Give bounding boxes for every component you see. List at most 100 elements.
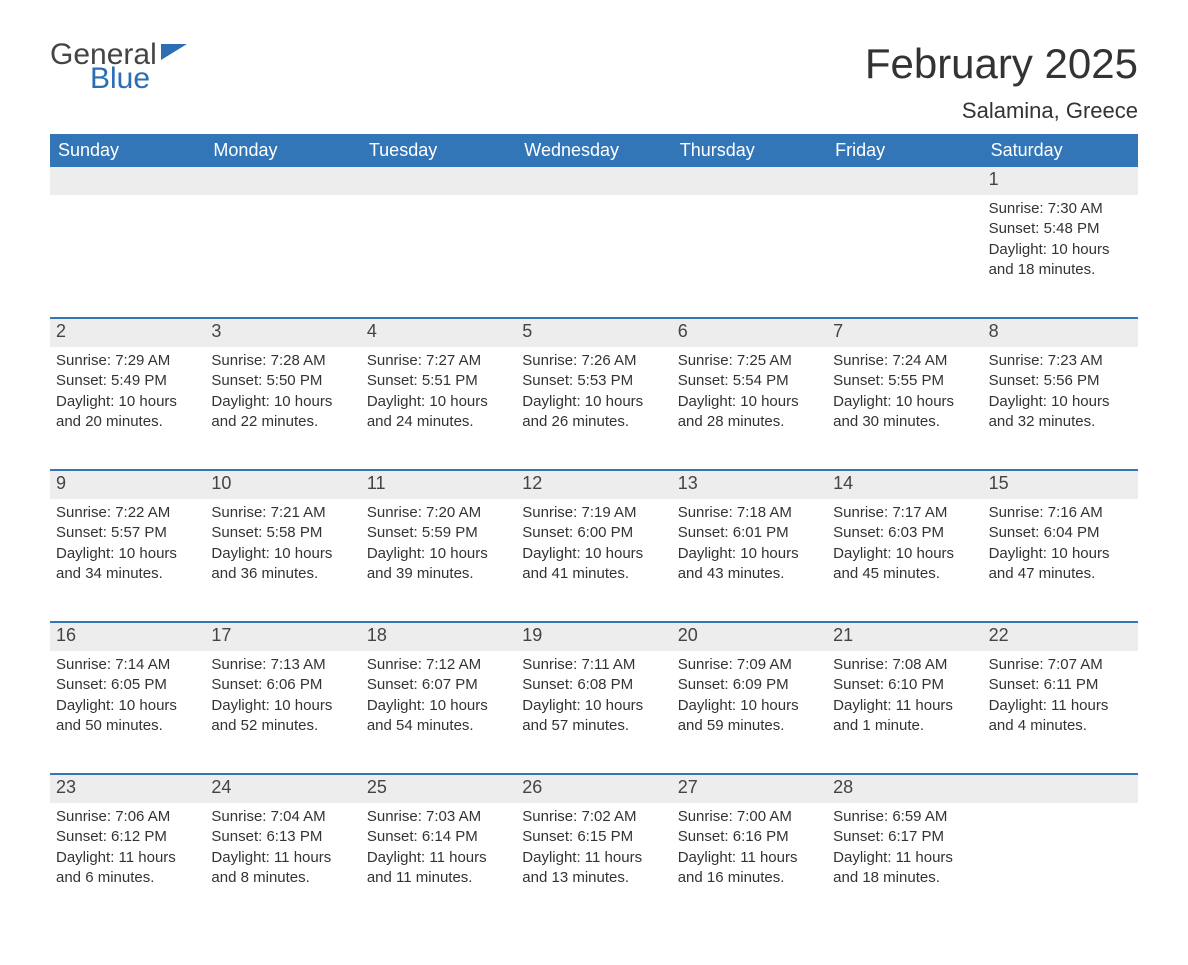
sunrise-text: Sunrise: 7:24 AM [833,351,976,371]
day-number-cell: 3 [205,317,360,347]
column-header: Thursday [672,134,827,167]
daylight2-text: and 22 minutes. [211,412,354,432]
day-body-cell: Sunrise: 7:02 AMSunset: 6:15 PMDaylight:… [516,803,671,925]
daylight2-text: and 52 minutes. [211,716,354,736]
sunrise-text: Sunrise: 7:03 AM [367,807,510,827]
sunset-text: Sunset: 6:07 PM [367,675,510,695]
day-number-cell: 1 [983,167,1138,195]
header: General Blue February 2025 Salamina, Gre… [50,40,1138,124]
day-number-cell [516,167,671,195]
daylight1-text: Daylight: 10 hours [989,544,1132,564]
day-body-cell: Sunrise: 7:08 AMSunset: 6:10 PMDaylight:… [827,651,982,773]
day-body-cell: Sunrise: 7:16 AMSunset: 6:04 PMDaylight:… [983,499,1138,621]
daylight2-text: and 24 minutes. [367,412,510,432]
sunset-text: Sunset: 5:58 PM [211,523,354,543]
column-header: Monday [205,134,360,167]
day-number-cell: 28 [827,773,982,803]
day-number-cell: 5 [516,317,671,347]
sunrise-text: Sunrise: 7:30 AM [989,199,1132,219]
day-number-cell [50,167,205,195]
day-number-cell: 17 [205,621,360,651]
sunrise-text: Sunrise: 7:23 AM [989,351,1132,371]
day-number-cell [672,167,827,195]
daylight1-text: Daylight: 10 hours [989,240,1132,260]
daylight1-text: Daylight: 10 hours [211,392,354,412]
sunrise-text: Sunrise: 7:21 AM [211,503,354,523]
daylight1-text: Daylight: 10 hours [211,696,354,716]
daylight2-text: and 39 minutes. [367,564,510,584]
day-body-cell: Sunrise: 7:30 AMSunset: 5:48 PMDaylight:… [983,195,1138,317]
day-body-cell: Sunrise: 7:28 AMSunset: 5:50 PMDaylight:… [205,347,360,469]
day-body-cell: Sunrise: 7:23 AMSunset: 5:56 PMDaylight:… [983,347,1138,469]
day-body-cell: Sunrise: 7:00 AMSunset: 6:16 PMDaylight:… [672,803,827,925]
day-body-cell: Sunrise: 7:21 AMSunset: 5:58 PMDaylight:… [205,499,360,621]
sunrise-text: Sunrise: 7:29 AM [56,351,199,371]
daylight2-text: and 50 minutes. [56,716,199,736]
sunset-text: Sunset: 6:05 PM [56,675,199,695]
daylight1-text: Daylight: 10 hours [56,544,199,564]
day-number-cell: 24 [205,773,360,803]
day-body-cell: Sunrise: 7:25 AMSunset: 5:54 PMDaylight:… [672,347,827,469]
sunset-text: Sunset: 6:06 PM [211,675,354,695]
daylight1-text: Daylight: 11 hours [56,848,199,868]
daylight2-text: and 47 minutes. [989,564,1132,584]
sunrise-text: Sunrise: 7:02 AM [522,807,665,827]
sunset-text: Sunset: 6:08 PM [522,675,665,695]
daylight1-text: Daylight: 10 hours [56,392,199,412]
day-number-cell: 2 [50,317,205,347]
day-number-cell: 11 [361,469,516,499]
day-body-cell: Sunrise: 7:26 AMSunset: 5:53 PMDaylight:… [516,347,671,469]
day-body-cell: Sunrise: 7:03 AMSunset: 6:14 PMDaylight:… [361,803,516,925]
day-body-cell: Sunrise: 7:29 AMSunset: 5:49 PMDaylight:… [50,347,205,469]
flag-icon [161,44,187,60]
title-block: February 2025 Salamina, Greece [865,40,1138,124]
day-body-cell [205,195,360,317]
day-body-cell [983,803,1138,925]
sunrise-text: Sunrise: 7:17 AM [833,503,976,523]
sunset-text: Sunset: 5:54 PM [678,371,821,391]
day-body-cell: Sunrise: 7:14 AMSunset: 6:05 PMDaylight:… [50,651,205,773]
sunset-text: Sunset: 6:09 PM [678,675,821,695]
daylight2-text: and 4 minutes. [989,716,1132,736]
day-number-cell: 6 [672,317,827,347]
daylight1-text: Daylight: 11 hours [211,848,354,868]
daylight1-text: Daylight: 10 hours [833,392,976,412]
sunrise-text: Sunrise: 7:08 AM [833,655,976,675]
day-body-cell: Sunrise: 7:19 AMSunset: 6:00 PMDaylight:… [516,499,671,621]
day-body-cell: Sunrise: 7:17 AMSunset: 6:03 PMDaylight:… [827,499,982,621]
daylight2-text: and 34 minutes. [56,564,199,584]
daylight1-text: Daylight: 10 hours [56,696,199,716]
column-header: Sunday [50,134,205,167]
sunset-text: Sunset: 5:49 PM [56,371,199,391]
daylight1-text: Daylight: 10 hours [989,392,1132,412]
sunrise-text: Sunrise: 7:09 AM [678,655,821,675]
sunrise-text: Sunrise: 7:07 AM [989,655,1132,675]
sunrise-text: Sunrise: 7:12 AM [367,655,510,675]
sunset-text: Sunset: 6:11 PM [989,675,1132,695]
sunset-text: Sunset: 5:59 PM [367,523,510,543]
daylight2-text: and 18 minutes. [833,868,976,888]
column-header: Tuesday [361,134,516,167]
daylight1-text: Daylight: 10 hours [522,392,665,412]
sunset-text: Sunset: 6:04 PM [989,523,1132,543]
day-number-cell [205,167,360,195]
daylight1-text: Daylight: 10 hours [833,544,976,564]
sunrise-text: Sunrise: 7:28 AM [211,351,354,371]
day-number-cell: 16 [50,621,205,651]
daylight1-text: Daylight: 10 hours [678,544,821,564]
daylight1-text: Daylight: 11 hours [678,848,821,868]
daylight1-text: Daylight: 11 hours [522,848,665,868]
daylight1-text: Daylight: 11 hours [833,848,976,868]
day-body-cell: Sunrise: 7:27 AMSunset: 5:51 PMDaylight:… [361,347,516,469]
day-body-cell: Sunrise: 7:11 AMSunset: 6:08 PMDaylight:… [516,651,671,773]
day-body-cell: Sunrise: 7:12 AMSunset: 6:07 PMDaylight:… [361,651,516,773]
day-body-cell [827,195,982,317]
day-body-cell [50,195,205,317]
daylight1-text: Daylight: 10 hours [522,544,665,564]
sunset-text: Sunset: 5:51 PM [367,371,510,391]
day-body-cell [516,195,671,317]
sunrise-text: Sunrise: 7:20 AM [367,503,510,523]
day-body-cell: Sunrise: 7:18 AMSunset: 6:01 PMDaylight:… [672,499,827,621]
daylight1-text: Daylight: 11 hours [989,696,1132,716]
day-number-cell: 23 [50,773,205,803]
